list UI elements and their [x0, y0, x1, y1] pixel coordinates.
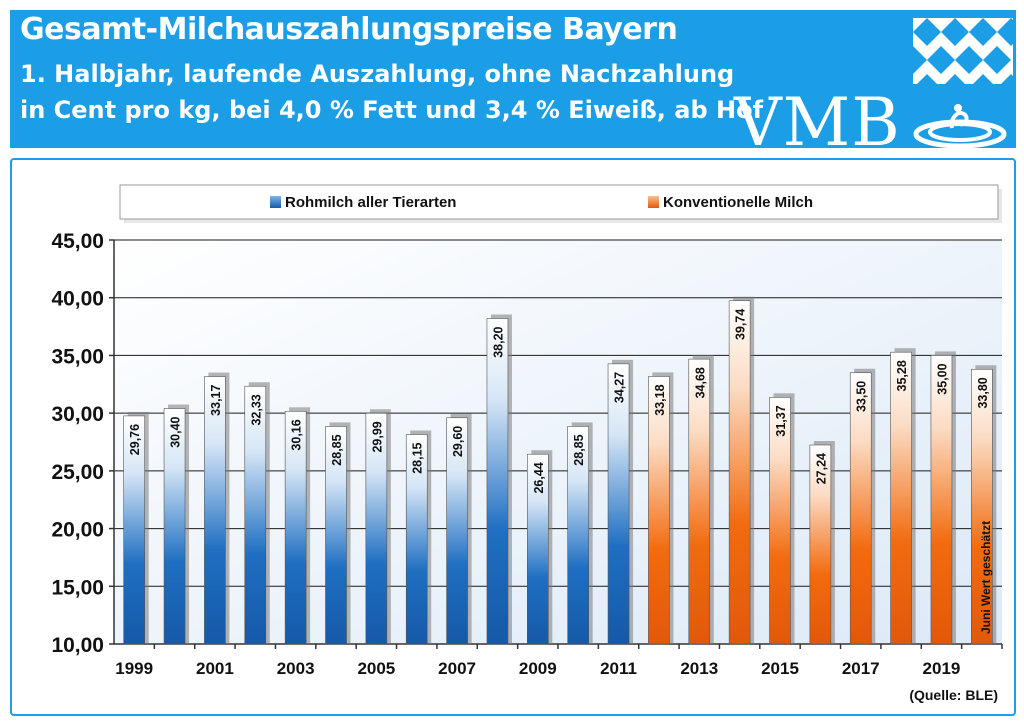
legend: Rohmilch aller Tierarten Konventionelle …: [119, 184, 1002, 223]
data-label: 29,99: [370, 421, 384, 452]
data-label: 30,16: [290, 419, 304, 450]
legend-swatch-rohmilch: [270, 196, 281, 208]
bar: [204, 376, 226, 645]
bar: [163, 408, 186, 645]
bar: [527, 453, 549, 645]
legend-item-konventionell: Konventionelle Milch: [648, 194, 813, 211]
bar: [123, 415, 145, 645]
data-label: 27,24: [814, 453, 828, 484]
x-tick-label: 2011: [600, 659, 637, 678]
vmb-logo: VMB: [734, 84, 901, 161]
data-label: 28,15: [411, 442, 425, 473]
data-label: 28,85: [330, 434, 344, 465]
legend-label-rohmilch: Rohmilch aller Tierarten: [285, 194, 456, 211]
data-label: 38,20: [491, 326, 505, 357]
y-tick-label: 30,00: [51, 403, 104, 426]
bar: [284, 410, 307, 645]
y-tick-label: 10,00: [51, 634, 104, 657]
bar: [446, 417, 468, 645]
bar: [244, 385, 267, 645]
y-tick-label: 20,00: [51, 519, 104, 542]
bavarian-flag-icon: [913, 18, 1013, 84]
y-tick-label: 35,00: [51, 345, 104, 368]
data-label: 33,17: [209, 385, 223, 416]
x-tick-label: 2003: [277, 659, 315, 678]
y-tick-label: 25,00: [51, 461, 104, 484]
y-tick-label: 15,00: [51, 576, 104, 599]
bar: [930, 355, 953, 645]
bar: [365, 412, 388, 645]
chart-subtitle-line1: 1. Halbjahr, laufende Auszahlung, ohne N…: [20, 60, 735, 88]
annotation-juni: Juni Wert geschätzt: [979, 521, 993, 634]
bar: [809, 444, 832, 645]
data-label: 26,44: [532, 462, 546, 493]
data-label: 33,50: [855, 381, 869, 412]
bar: [486, 318, 509, 645]
data-label: 29,76: [128, 424, 142, 455]
x-tick-label: 2005: [357, 659, 395, 678]
chart-subtitle-line2: in Cent pro kg, bei 4,0 % Fett und 3,4 %…: [20, 96, 764, 124]
chart-frame: Rohmilch aller Tierarten Konventionelle …: [10, 158, 1016, 716]
data-label: 32,33: [249, 394, 263, 425]
legend-swatch-konventionell: [648, 196, 659, 208]
bar: [849, 372, 872, 645]
x-tick-label: 1999: [115, 659, 153, 678]
data-label: 28,85: [572, 434, 586, 465]
bar: [890, 351, 912, 645]
data-label: 35,00: [935, 363, 949, 394]
source-label: (Quelle: BLE): [909, 687, 998, 703]
bar: [648, 376, 670, 645]
x-axis: 1999 2001 2003 2005 2007 2009 2011 2013 2015 2017…: [115, 644, 1003, 678]
bar: [971, 368, 993, 645]
x-tick-label: 2019: [923, 659, 961, 678]
bar: [769, 397, 791, 645]
data-label: 33,80: [976, 377, 990, 408]
x-tick-label: 2013: [680, 659, 718, 678]
bar-chart: Rohmilch aller Tierarten Konventionelle …: [51, 184, 1003, 703]
milk-swirl-icon: [913, 104, 1007, 149]
bar: [567, 426, 589, 645]
data-label: 30,40: [169, 416, 183, 447]
bar: [688, 358, 711, 645]
bar: [728, 300, 751, 645]
data-label: 31,37: [774, 405, 788, 436]
x-tick-label: 2017: [842, 659, 880, 678]
legend-item-rohmilch: Rohmilch aller Tierarten: [270, 194, 456, 211]
header-banner: Gesamt-Milchauszahlungspreise Bayern 1. …: [10, 10, 1016, 156]
bar: [325, 426, 347, 645]
data-label: 35,28: [895, 360, 909, 391]
data-label: 34,68: [693, 367, 707, 398]
x-tick-label: 2015: [761, 659, 799, 678]
data-label: 34,27: [613, 372, 627, 403]
data-label: 29,60: [451, 426, 465, 457]
data-label: 33,18: [653, 384, 667, 415]
bar: [607, 363, 630, 645]
y-tick-label: 40,00: [51, 288, 104, 311]
x-tick-label: 2007: [438, 659, 476, 678]
x-tick-label: 2001: [196, 659, 234, 678]
legend-label-konventionell: Konventionelle Milch: [663, 194, 813, 211]
bars: 29,76 30,40 33,17 32,33 30,16 28,85 29,99 28,15…: [123, 296, 997, 645]
y-axis: 10,00 15,00 20,00 25,00 30,00 35,00 40,00 45,00: [51, 230, 114, 657]
x-tick-label: 2009: [519, 659, 557, 678]
chart-title: Gesamt-Milchauszahlungspreise Bayern: [20, 12, 678, 47]
data-label: 39,74: [734, 309, 748, 340]
y-tick-label: 45,00: [51, 230, 104, 253]
bar: [405, 434, 428, 645]
